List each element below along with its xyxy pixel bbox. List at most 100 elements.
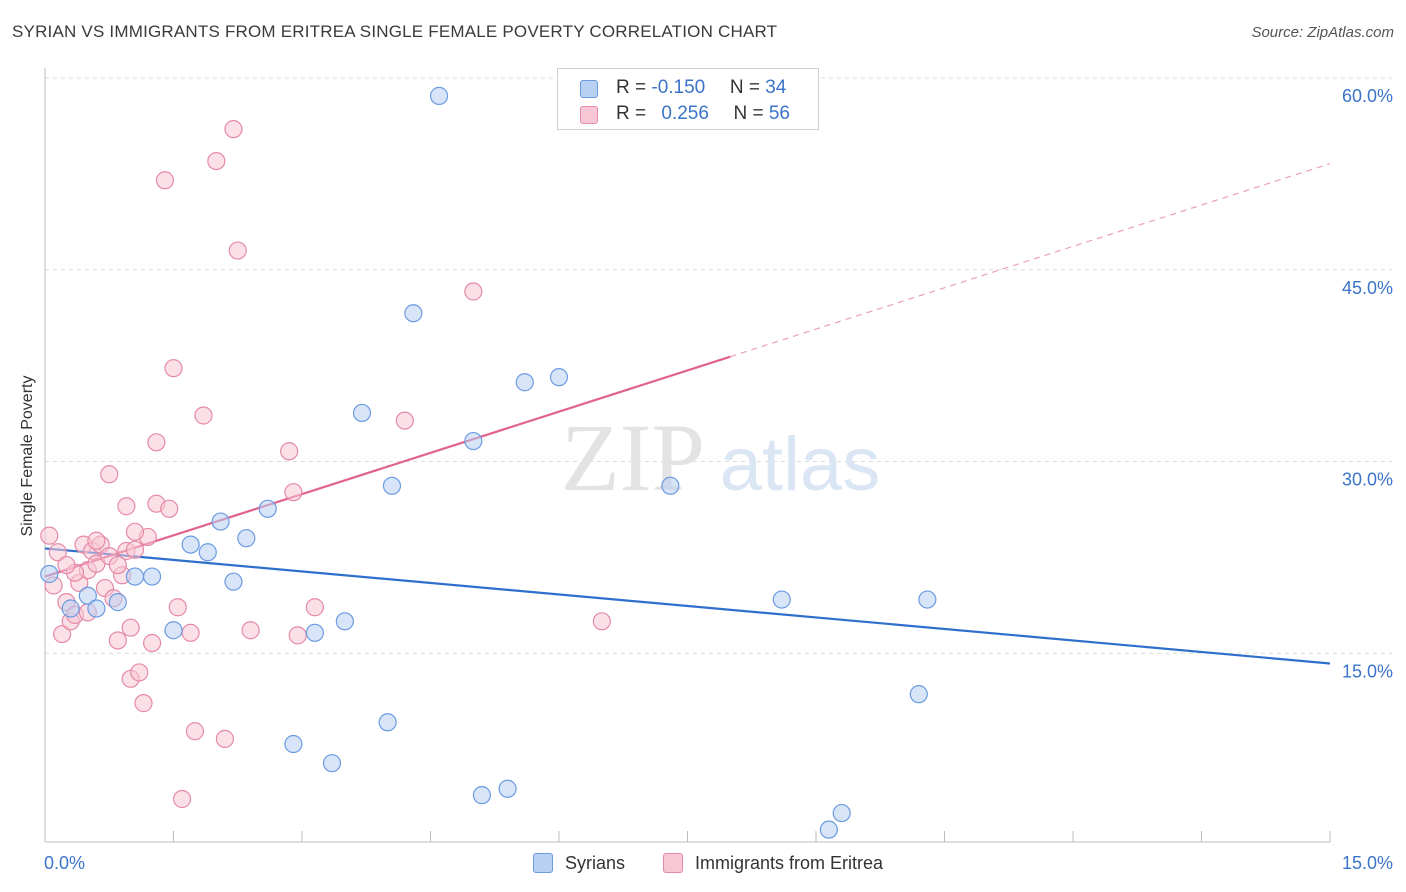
eritrea-point xyxy=(288,626,307,645)
tick-labels: 15.0% 30.0% 45.0% 60.0% 0.0% 15.0% xyxy=(44,86,1393,873)
eritrea-point xyxy=(108,555,127,575)
syrians-point xyxy=(404,304,423,323)
eritrea-point xyxy=(185,722,205,741)
eritrea-point xyxy=(241,621,260,640)
syrians-point xyxy=(61,599,80,618)
syrians-point xyxy=(211,512,230,531)
syrians-point xyxy=(382,476,402,495)
eritrea-trend-extension xyxy=(730,163,1331,358)
eritrea-point xyxy=(168,598,187,617)
syrians-point xyxy=(237,529,256,548)
syrians-point xyxy=(819,820,838,839)
watermark-atlas: atlas xyxy=(720,422,881,507)
eritrea-point xyxy=(53,624,72,644)
r-label: R = xyxy=(616,77,652,98)
syrians-point xyxy=(832,803,851,823)
eritrea-point xyxy=(181,623,200,642)
y-tick-label: 45.0% xyxy=(1342,278,1393,298)
eritrea-point xyxy=(100,465,119,484)
syrians-point xyxy=(464,431,483,451)
eritrea-point xyxy=(155,171,175,190)
n-value-syrians: 34 xyxy=(765,77,787,98)
y-tick-label: 60.0% xyxy=(1342,86,1393,106)
eritrea-point xyxy=(160,499,179,518)
y-axis-label: Single Female Poverty xyxy=(19,375,36,537)
syrians-point xyxy=(515,373,534,392)
syrians-point xyxy=(429,86,449,105)
x-tick-label: 0.0% xyxy=(44,853,85,873)
eritrea-point xyxy=(464,282,483,301)
syrians-point xyxy=(87,599,106,618)
eritrea-point xyxy=(224,120,243,139)
axes xyxy=(44,68,1331,843)
n-label: N = xyxy=(729,77,766,98)
syrians-point xyxy=(258,499,277,518)
y-tick-label: 30.0% xyxy=(1342,470,1393,490)
syrians-point xyxy=(181,535,200,554)
syrians-point xyxy=(224,572,243,591)
eritrea-point xyxy=(305,598,324,617)
watermark-zip: ZIP xyxy=(561,404,705,511)
trend-lines xyxy=(44,163,1331,665)
eritrea-point xyxy=(134,694,153,713)
syrians-point xyxy=(40,564,59,584)
syrians-point xyxy=(284,734,303,754)
eritrea-point xyxy=(172,789,192,809)
eritrea-point xyxy=(87,531,106,550)
eritrea-trend-line xyxy=(44,355,731,578)
syrians-point xyxy=(472,786,491,805)
legend-label-syrians: Syrians xyxy=(565,853,626,873)
n-value-eritrea: 56 xyxy=(768,103,790,124)
syrians-point xyxy=(772,590,791,609)
correlation-legend: R = -0.150 N = 34 R = 0.256 N = 56 xyxy=(557,68,819,130)
watermark: ZIP atlas xyxy=(561,404,880,511)
chart-title: SYRIAN VS IMMIGRANTS FROM ERITREA SINGLE… xyxy=(12,22,778,41)
eritrea-point xyxy=(125,540,145,559)
eritrea-point xyxy=(147,433,166,452)
source-credit: Source: ZipAtlas.com xyxy=(1251,24,1394,41)
eritrea-point xyxy=(57,555,76,575)
eritrea-point xyxy=(117,497,136,516)
eritrea-point xyxy=(215,729,234,748)
data-points xyxy=(40,86,937,839)
syrians-point xyxy=(549,368,569,387)
eritrea-point xyxy=(125,522,145,541)
eritrea-swatch xyxy=(580,106,598,124)
eritrea-point xyxy=(194,406,213,425)
syrians-point xyxy=(108,593,127,612)
syrians-point xyxy=(125,567,145,586)
syrians-point xyxy=(378,713,397,732)
syrians-point xyxy=(909,685,928,704)
eritrea-point xyxy=(280,442,299,461)
legend-label-eritrea: Immigrants from Eritrea xyxy=(695,853,884,873)
syrians-point xyxy=(164,621,183,640)
eritrea-point xyxy=(48,543,67,562)
syrians-point xyxy=(78,586,97,605)
eritrea-point xyxy=(592,612,611,631)
r-label: R = xyxy=(616,103,652,124)
syrians-swatch xyxy=(533,853,553,873)
eritrea-point xyxy=(395,411,414,430)
syrians-point xyxy=(335,612,354,631)
r-value-syrians: -0.150 xyxy=(651,77,706,98)
syrians-trend-line xyxy=(44,547,1331,665)
grid-lines xyxy=(45,77,1392,654)
syrians-point xyxy=(918,590,937,609)
eritrea-swatch xyxy=(663,853,683,873)
syrians-swatch xyxy=(580,80,598,98)
syrians-point xyxy=(305,623,324,642)
eritrea-point xyxy=(108,631,127,650)
n-label: N = xyxy=(733,103,769,124)
syrians-point xyxy=(322,754,342,773)
y-tick-label: 15.0% xyxy=(1342,661,1393,681)
eritrea-point xyxy=(207,151,226,171)
x-tick-label: 15.0% xyxy=(1342,853,1393,873)
syrians-point xyxy=(198,543,217,562)
eritrea-point xyxy=(142,633,162,653)
eritrea-point xyxy=(130,663,149,682)
syrians-point xyxy=(142,567,162,586)
eritrea-point xyxy=(40,526,59,545)
syrians-point xyxy=(498,779,517,798)
eritrea-point xyxy=(284,483,303,502)
